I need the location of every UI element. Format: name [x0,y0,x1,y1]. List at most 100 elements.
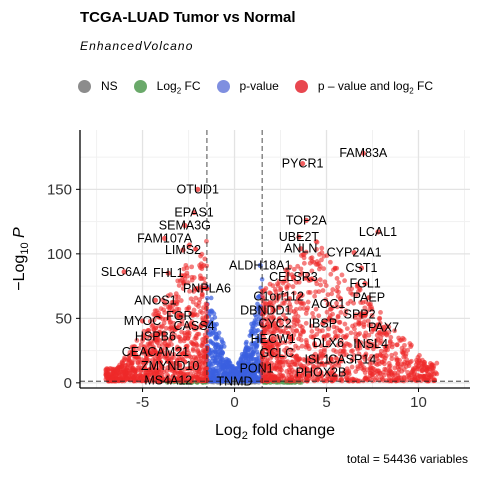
point-pvalue-fc [430,365,436,371]
point-pvalue-fc [304,342,310,348]
point-pvalue [236,361,241,367]
point-pvalue [252,372,257,378]
gene-label-ceacam21: CEACAM21 [122,345,189,359]
point-pvalue [214,331,219,337]
point-pvalue-fc [294,357,299,363]
gene-label-anln: ANLN [284,242,317,256]
point-pvalue-fc [327,259,333,265]
point-pvalue-fc [421,373,427,379]
point-pvalue-fc [353,369,359,374]
point-pvalue-fc [320,288,326,293]
point-pvalue-fc [200,337,206,342]
point-pvalue [219,356,225,362]
point-pvalue [247,333,253,338]
point-pvalue-fc [346,377,352,383]
point-pvalue [240,358,246,364]
point-pvalue-fc [316,289,322,295]
point-pvalue-fc [184,265,190,271]
gene-label-dbndd1: DBNDD1 [240,304,291,318]
point-pvalue-fc [295,318,300,323]
point-pvalue-fc [189,264,195,270]
x-tick-label: 0 [230,394,238,411]
point-pvalue-fc [395,370,401,375]
gene-label-tnmd: TNMD [216,375,252,389]
gene-label-cass4: CASS4 [174,319,215,333]
point-pvalue-fc [303,311,309,316]
point-pvalue-fc [307,290,313,295]
point-pvalue-fc [269,375,274,380]
point-pvalue-fc [202,361,208,367]
chart-caption: total = 54436 variables [346,452,468,466]
point-pvalue-fc [337,328,343,334]
gene-label-hspb6: HSPB6 [135,329,176,343]
point-pvalue [219,344,224,349]
point-pvalue [209,332,214,337]
point-pvalue-fc [378,352,383,358]
gene-label-fgl1: FGL1 [350,277,381,291]
gene-label-cyc2: CYC2 [258,317,291,331]
point-pvalue [230,372,235,378]
point-pvalue-fc [197,273,203,279]
y-axis-title: −Log10 P [11,227,31,291]
point-pvalue-fc [428,373,434,379]
point-pvalue [253,360,259,366]
point-pvalue [255,305,261,311]
point-pvalue-fc [398,337,404,343]
point-pvalue-fc [175,294,181,300]
point-pvalue-fc [202,256,208,262]
gene-label-celsr3: CELSR3 [269,270,318,284]
legend-item-pvalue-fc: p – value and log2 FC [294,79,433,95]
point-pvalue-fc [119,359,125,365]
point-pvalue-fc [390,341,396,347]
x-tick-label: -5 [136,394,149,411]
point-pvalue-fc [319,245,325,251]
point-pvalue [255,294,261,300]
x-tick-label: 10 [410,394,427,411]
point-pvalue [221,364,226,370]
y-tick-label: 50 [55,310,72,327]
point-pvalue [210,370,216,375]
point-pvalue-fc [132,371,138,376]
point-pvalue-fc [374,375,380,381]
scatter-points [103,150,440,385]
point-pvalue-fc [344,326,350,332]
point-pvalue-fc [395,365,401,370]
chart-title: TCGA-LUAD Tumor vs Normal [80,9,296,26]
point-pvalue-fc [422,362,427,367]
point-pvalue-fc [289,375,295,381]
point-pvalue-fc [428,360,433,366]
point-pvalue-fc [399,378,405,383]
point-pvalue-fc [393,351,398,357]
point-pvalue-fc [434,371,440,377]
point-pvalue-fc [194,343,200,349]
point-pvalue-fc [124,365,130,371]
gene-label-epas1: EPAS1 [174,206,213,220]
point-pvalue [256,309,262,314]
point-pvalue-fc [127,370,133,376]
point-pvalue-fc [305,299,311,305]
gene-label-cst1: CST1 [345,261,377,275]
point-pvalue [212,349,218,355]
point-pvalue-fc [352,322,358,328]
point-pvalue-fc [322,279,328,285]
point-pvalue-fc [287,369,293,375]
point-pvalue-fc [409,376,415,382]
point-pvalue-fc [329,291,335,297]
point-pvalue-fc [278,372,284,378]
gene-label-isl1: ISL1 [304,353,330,367]
point-pvalue-fc [310,310,315,316]
point-pvalue [218,350,224,356]
point-pvalue-fc [129,361,135,367]
point-pvalue-fc [152,308,158,314]
gene-label-ibsp: IBSP [309,317,338,331]
point-pvalue-fc [414,359,420,365]
point-pvalue-fc [301,306,307,311]
gene-label-hecw1: HECW1 [251,332,296,346]
point-pvalue [245,370,251,376]
gene-label-casp14: CASP14 [328,353,376,367]
point-pvalue-fc [301,328,306,334]
point-pvalue-fc [190,299,196,305]
point-pvalue-fc [332,329,338,335]
gene-label-c1orf112: C1orf112 [253,289,304,303]
point-pvalue-fc [283,359,289,365]
